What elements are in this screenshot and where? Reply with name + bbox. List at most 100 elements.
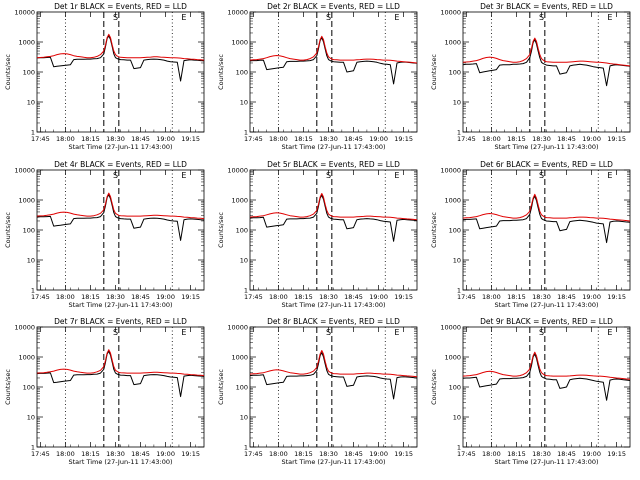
x-tick-label: 18:00 [269,450,288,458]
x-tick-label: 18:45 [557,135,576,143]
x-axis-label: Start Time (27-Jun-11 17:43:00) [495,301,599,309]
lld-series-line [36,349,205,377]
y-tick-label: 1 [31,444,35,452]
panel-title: Det 7r BLACK = Events, RED = LLD [54,317,187,326]
marker-e: E [394,328,399,337]
x-tick-label: 18:30 [319,450,338,458]
events-series-line [462,195,631,244]
x-tick-label: 18:30 [106,293,125,301]
panel-det-1: Det 1r BLACK = Events, RED = LLD 1 10 100 10… [4,2,205,151]
y-tick-label: 1 [244,287,248,295]
marker-s: S [539,171,544,180]
x-tick-label: 18:00 [482,135,501,143]
lld-series-line [249,193,418,221]
events-series-line [249,37,418,85]
y-tick-label: 10000 [440,167,461,175]
panel-title: Det 6r BLACK = Events, RED = LLD [480,160,613,169]
y-tick-label: 100 [236,384,248,392]
panel-det-8: Det 8r BLACK = Events, RED = LLD 1 10 100 10… [217,317,418,466]
x-tick-label: 19:15 [181,450,200,458]
y-tick-label: 10000 [227,167,248,175]
y-tick-label: 10000 [227,9,248,17]
panel-det-6: Det 6r BLACK = Events, RED = LLD 1 10 100 10… [430,160,631,309]
x-tick-label: 19:00 [369,293,388,301]
x-axis-label: Start Time (27-Jun-11 17:43:00) [495,143,599,151]
x-tick-label: 18:15 [81,135,100,143]
y-tick-label: 10 [453,414,461,422]
y-tick-label: 10 [240,414,248,422]
x-tick-label: 19:15 [394,135,413,143]
events-series-line [36,350,205,398]
panel-det-9: Det 9r BLACK = Events, RED = LLD 1 10 100 10… [430,317,631,466]
x-tick-label: 18:30 [106,135,125,143]
x-tick-label: 18:45 [344,450,363,458]
x-tick-label: 19:15 [394,450,413,458]
plot-frame [462,169,631,291]
x-tick-label: 18:30 [532,293,551,301]
y-tick-label: 10000 [14,324,35,332]
y-tick-label: 1000 [231,39,248,47]
panel-det-5: Det 5r BLACK = Events, RED = LLD 1 10 100 10… [217,160,418,309]
y-tick-label: 1000 [18,197,35,205]
x-tick-label: 18:45 [131,135,150,143]
marker-s: S [539,13,544,22]
x-tick-label: 19:15 [181,293,200,301]
x-tick-label: 17:45 [31,450,50,458]
x-tick-label: 18:45 [557,293,576,301]
x-tick-label: 18:30 [532,450,551,458]
x-tick-label: 19:00 [156,293,175,301]
x-tick-label: 17:45 [31,293,50,301]
x-tick-label: 18:15 [294,450,313,458]
panel-det-4: Det 4r BLACK = Events, RED = LLD 1 10 100 10… [4,160,205,309]
x-tick-label: 18:15 [81,293,100,301]
y-tick-label: 1 [244,129,248,137]
y-tick-label: 10000 [440,9,461,17]
events-series-line [249,352,418,400]
y-tick-label: 10 [240,99,248,107]
panel-det-2: Det 2r BLACK = Events, RED = LLD 1 10 100 10… [217,2,418,151]
lld-series-line [36,192,205,220]
y-tick-label: 100 [449,69,461,77]
x-tick-label: 18:15 [507,293,526,301]
x-axis-label: Start Time (27-Jun-11 17:43:00) [282,143,386,151]
y-axis-label: Counts/sec [217,54,225,90]
marker-e: E [181,13,186,22]
panel-title: Det 4r BLACK = Events, RED = LLD [54,160,187,169]
panel-title: Det 1r BLACK = Events, RED = LLD [54,2,187,11]
y-tick-label: 1 [31,287,35,295]
y-tick-label: 10 [240,257,248,265]
x-tick-label: 19:00 [156,450,175,458]
marker-s: S [539,328,544,337]
y-tick-label: 100 [236,227,248,235]
x-tick-label: 19:00 [156,135,175,143]
y-tick-label: 10 [453,99,461,107]
marker-e: E [607,13,612,22]
y-tick-label: 10 [453,257,461,265]
y-tick-label: 100 [449,384,461,392]
x-tick-label: 17:45 [31,135,50,143]
x-tick-label: 18:00 [56,135,75,143]
y-axis-label: Counts/sec [430,212,438,248]
panel-title: Det 8r BLACK = Events, RED = LLD [267,317,400,326]
y-axis-label: Counts/sec [217,212,225,248]
x-tick-label: 19:00 [582,135,601,143]
marker-e: E [607,171,612,180]
lld-series-line [462,37,631,67]
y-axis-label: Counts/sec [430,369,438,405]
x-tick-label: 18:15 [294,293,313,301]
x-tick-label: 19:15 [607,293,626,301]
y-axis-label: Counts/sec [430,54,438,90]
y-tick-label: 1 [457,444,461,452]
y-tick-label: 100 [23,69,35,77]
events-series-line [36,35,205,82]
x-tick-label: 19:00 [582,450,601,458]
y-tick-label: 100 [23,384,35,392]
y-axis-label: Counts/sec [4,369,12,405]
plot-frame [462,11,631,133]
x-tick-label: 19:00 [582,293,601,301]
x-tick-label: 18:30 [319,293,338,301]
lld-series-line [462,193,631,222]
y-tick-label: 10 [27,257,35,265]
panel-det-7: Det 7r BLACK = Events, RED = LLD 1 10 100 10… [4,317,205,466]
